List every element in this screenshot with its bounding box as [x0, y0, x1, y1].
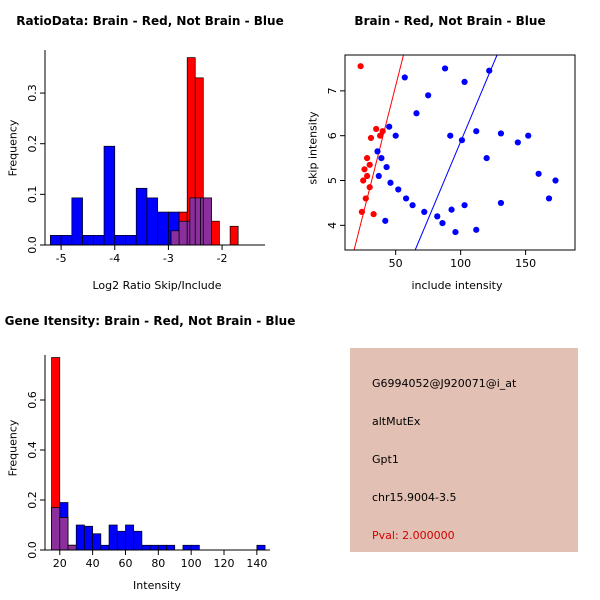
svg-text:6: 6 — [326, 132, 339, 139]
axes: -5 -4 -3 -2 0.0 0.1 0.2 0.3 — [26, 50, 265, 265]
histogram-bars — [51, 357, 266, 551]
gene-histogram-panel: 20 40 60 80 100 120 140 0.0 0.2 0.4 0.6 Gene Itens… — [0, 300, 300, 600]
scatter-x-axis-label: include intensity — [411, 279, 503, 292]
svg-text:60: 60 — [118, 557, 132, 570]
histogram-bars — [50, 57, 239, 246]
pval-text: Pval: 2.000000 — [372, 529, 455, 542]
svg-text:140: 140 — [246, 557, 267, 570]
svg-text:40: 40 — [86, 557, 100, 570]
svg-text:80: 80 — [151, 557, 165, 570]
svg-text:0.1: 0.1 — [26, 186, 39, 204]
svg-text:120: 120 — [214, 557, 235, 570]
gene-x-axis-label: Intensity — [133, 579, 181, 592]
svg-text:150: 150 — [515, 257, 536, 270]
scatter-chart-title: Brain - Red, Not Brain - Blue — [354, 14, 546, 28]
ratio-chart-title: RatioData: Brain - Red, Not Brain - Blue — [16, 14, 284, 28]
svg-text:20: 20 — [53, 557, 67, 570]
svg-text:0.0: 0.0 — [26, 236, 39, 254]
axes: 20 40 60 80 100 120 140 0.0 0.2 0.4 0.6 — [26, 355, 270, 570]
svg-text:-4: -4 — [109, 252, 120, 265]
svg-text:-5: -5 — [56, 252, 67, 265]
svg-text:4: 4 — [326, 222, 339, 229]
probe-id-text: G6994052@J920071@i_at — [372, 377, 517, 390]
scatter-y-axis-label: skip intensity — [306, 111, 320, 185]
svg-text:0.4: 0.4 — [26, 441, 39, 459]
gene-y-axis-label: Frequency — [6, 419, 20, 477]
ratio-histogram-chart: -5 -4 -3 -2 0.0 0.1 0.2 0.3 — [26, 50, 265, 265]
svg-text:50: 50 — [389, 257, 403, 270]
chromosome-location-text: chr15.9004-3.5 — [372, 491, 457, 504]
gene-chart-title: Gene Itensity: Brain - Red, Not Brain - … — [4, 314, 296, 328]
ratio-x-axis-label: Log2 Ratio Skip/Include — [92, 279, 222, 292]
gene-name-text: Gpt1 — [372, 453, 399, 466]
ratio-y-axis-label: Frequency — [6, 119, 20, 177]
svg-text:0.0: 0.0 — [26, 541, 39, 559]
splice-type-text: altMutEx — [372, 415, 421, 428]
svg-text:-3: -3 — [163, 252, 174, 265]
intensity-scatter-panel: 50 100 150 4 5 6 7 Brain - Red, Not Brain - Bl… — [300, 0, 600, 300]
svg-text:0.3: 0.3 — [26, 84, 39, 102]
svg-text:0.6: 0.6 — [26, 391, 39, 409]
svg-text:7: 7 — [326, 87, 339, 94]
svg-text:0.2: 0.2 — [26, 491, 39, 509]
intensity-scatter-chart: 50 100 150 4 5 6 7 — [326, 54, 576, 270]
ratio-histogram-panel: -5 -4 -3 -2 0.0 0.1 0.2 0.3 RatioData: Brain - … — [0, 0, 300, 300]
svg-text:5: 5 — [326, 177, 339, 184]
scatter-points — [357, 63, 559, 236]
svg-text:100: 100 — [181, 557, 202, 570]
gene-info-box: G6994052@J920071@i_at altMutEx Gpt1 chr1… — [350, 348, 578, 552]
svg-text:100: 100 — [450, 257, 471, 270]
svg-text:0.2: 0.2 — [26, 135, 39, 153]
gene-info-panel: G6994052@J920071@i_at altMutEx Gpt1 chr1… — [300, 300, 600, 600]
svg-text:-2: -2 — [217, 252, 228, 265]
axes: 50 100 150 4 5 6 7 — [326, 54, 576, 270]
gene-histogram-chart: 20 40 60 80 100 120 140 0.0 0.2 0.4 0.6 — [26, 355, 270, 570]
